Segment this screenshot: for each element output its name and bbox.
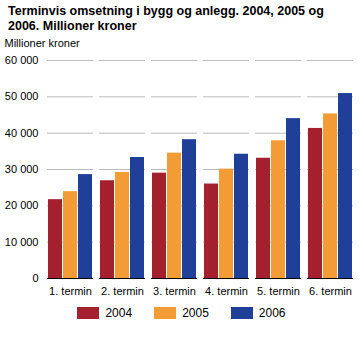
html-text:2006: 2006 — [258, 306, 286, 320]
svg-text:40 000: 40 000 — [5, 127, 39, 139]
svg-text:0: 0 — [32, 272, 38, 284]
svg-text:5. termin: 5. termin — [257, 285, 300, 297]
svg-text:30 000: 30 000 — [5, 163, 39, 175]
svg-text:20 000: 20 000 — [5, 199, 39, 211]
svg-text:Millioner kroner: Millioner kroner — [5, 37, 81, 49]
svg-text:2. termin: 2. termin — [101, 285, 144, 297]
svg-text:10 000: 10 000 — [5, 236, 39, 248]
html-text:Terminvis omsetning i bygg og: Terminvis omsetning i bygg og anlegg. 20… — [8, 4, 324, 33]
svg-text:50 000: 50 000 — [5, 90, 39, 102]
html-text:2005: 2005 — [182, 306, 209, 320]
svg-text:4. termin: 4. termin — [205, 285, 248, 297]
svg-text:6. termin: 6. termin — [309, 285, 352, 297]
html-text:2004: 2004 — [105, 306, 133, 320]
svg-text:60 000: 60 000 — [5, 54, 39, 66]
svg-text:1. termin: 1. termin — [49, 285, 92, 297]
svg-text:3. termin: 3. termin — [153, 285, 196, 297]
